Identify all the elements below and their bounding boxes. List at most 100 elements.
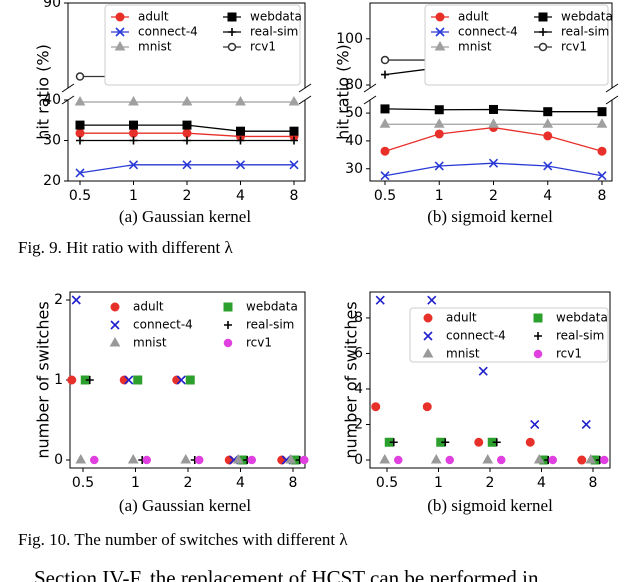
axis-frame xyxy=(67,2,306,88)
data-point xyxy=(380,146,390,156)
legend-marker xyxy=(538,42,548,52)
y-tick-label: 8 xyxy=(354,310,363,326)
axis-break xyxy=(363,95,377,105)
data-point xyxy=(380,171,390,181)
data-point xyxy=(389,438,398,447)
y-axis-label: number of switches xyxy=(34,301,53,458)
data-point xyxy=(371,402,381,412)
data-point xyxy=(182,128,192,138)
data-point xyxy=(288,96,300,106)
data-point xyxy=(185,375,195,385)
legend-marker xyxy=(110,320,120,330)
x-tick-label: 1 xyxy=(131,475,140,491)
figure-caption: Fig. 9. Hit ratio with different λ xyxy=(18,238,233,257)
y-axis-label: hit ratio (%) xyxy=(334,44,353,140)
legend-frame xyxy=(409,307,609,363)
legend-label: connect-4 xyxy=(446,329,506,343)
data-point xyxy=(75,453,87,464)
data-point xyxy=(176,375,186,385)
data-point xyxy=(543,161,553,171)
x-tick-label: 1 xyxy=(129,188,138,204)
y-axis-label: hit ratio (%) xyxy=(34,44,53,140)
data-point xyxy=(434,129,444,139)
data-point xyxy=(597,107,607,117)
data-point xyxy=(488,118,499,128)
legend-label: mnist xyxy=(138,40,172,54)
y-tick-label: 40 xyxy=(43,92,61,108)
x-tick-label: 4 xyxy=(537,475,546,491)
data-point xyxy=(129,120,138,130)
y-tick-label: 4 xyxy=(354,381,363,397)
data-point xyxy=(375,295,385,305)
figure-caption: Fig. 10. The number of switches with dif… xyxy=(18,530,348,549)
legend-label: rcv1 xyxy=(250,40,276,54)
y-tick-label: 100 xyxy=(336,31,363,47)
legend-marker xyxy=(227,12,237,22)
x-tick-label: 1 xyxy=(435,188,444,204)
data-point xyxy=(75,168,85,178)
axis-break xyxy=(298,83,312,93)
data-point xyxy=(181,96,193,106)
y-tick-label: 30 xyxy=(345,161,363,177)
x-tick-label: 1 xyxy=(434,475,443,491)
series-line xyxy=(384,162,603,177)
data-point xyxy=(195,455,204,465)
legend-marker xyxy=(422,347,434,358)
data-point xyxy=(133,375,143,385)
data-point xyxy=(236,136,245,145)
data-point xyxy=(441,438,450,447)
data-point xyxy=(581,419,591,430)
data-point xyxy=(577,455,587,465)
data-point xyxy=(127,453,139,464)
legend-marker xyxy=(423,313,433,323)
x-tick-label: 4 xyxy=(236,475,245,491)
data-point xyxy=(433,118,445,128)
legend-frame xyxy=(424,4,609,86)
data-point xyxy=(75,128,85,138)
x-tick-label: 8 xyxy=(290,188,299,204)
data-point xyxy=(482,453,494,464)
data-point xyxy=(597,171,607,181)
data-point xyxy=(427,295,437,305)
data-point xyxy=(142,455,151,465)
legend-label: connect-4 xyxy=(138,25,198,39)
data-point xyxy=(75,120,85,130)
data-point xyxy=(124,375,134,385)
data-point xyxy=(380,104,390,114)
x-tick-label: 0.5 xyxy=(374,188,396,204)
data-point xyxy=(129,128,138,138)
legend-label: webdata xyxy=(556,311,608,325)
y-tick-label: 0 xyxy=(354,452,363,468)
legend-marker xyxy=(114,40,126,51)
y-tick-label: 0 xyxy=(54,452,63,468)
legend-marker xyxy=(423,331,433,341)
x-tick-label: 8 xyxy=(589,475,598,491)
legend-label: adult xyxy=(133,300,164,314)
subfigure-caption: (a) Gaussian kernel xyxy=(119,207,251,226)
data-point xyxy=(596,118,608,128)
legend-label: webdata xyxy=(561,10,613,24)
data-point xyxy=(290,136,298,145)
legend-label: webdata xyxy=(250,10,302,24)
data-point xyxy=(533,453,545,464)
axis-break xyxy=(363,83,377,93)
data-point xyxy=(394,455,403,465)
x-tick-label: 0.5 xyxy=(376,475,398,491)
data-point xyxy=(232,453,244,464)
legend-label: adult xyxy=(458,10,489,24)
data-point xyxy=(182,160,192,170)
y-tick-label: 2 xyxy=(54,292,63,308)
data-point xyxy=(236,126,245,136)
y-tick-label: 1 xyxy=(54,372,63,388)
data-point xyxy=(585,453,597,464)
y-tick-label: 6 xyxy=(354,345,363,361)
y-axis-label: number of switches xyxy=(342,301,361,458)
data-point xyxy=(74,96,86,106)
x-tick-label: 0.5 xyxy=(69,188,91,204)
legend-label: connect-4 xyxy=(458,25,518,39)
y-tick-label: 90 xyxy=(43,0,61,11)
legend-label: rcv1 xyxy=(556,347,582,361)
data-point xyxy=(128,96,139,106)
x-tick-label: 4 xyxy=(543,188,552,204)
